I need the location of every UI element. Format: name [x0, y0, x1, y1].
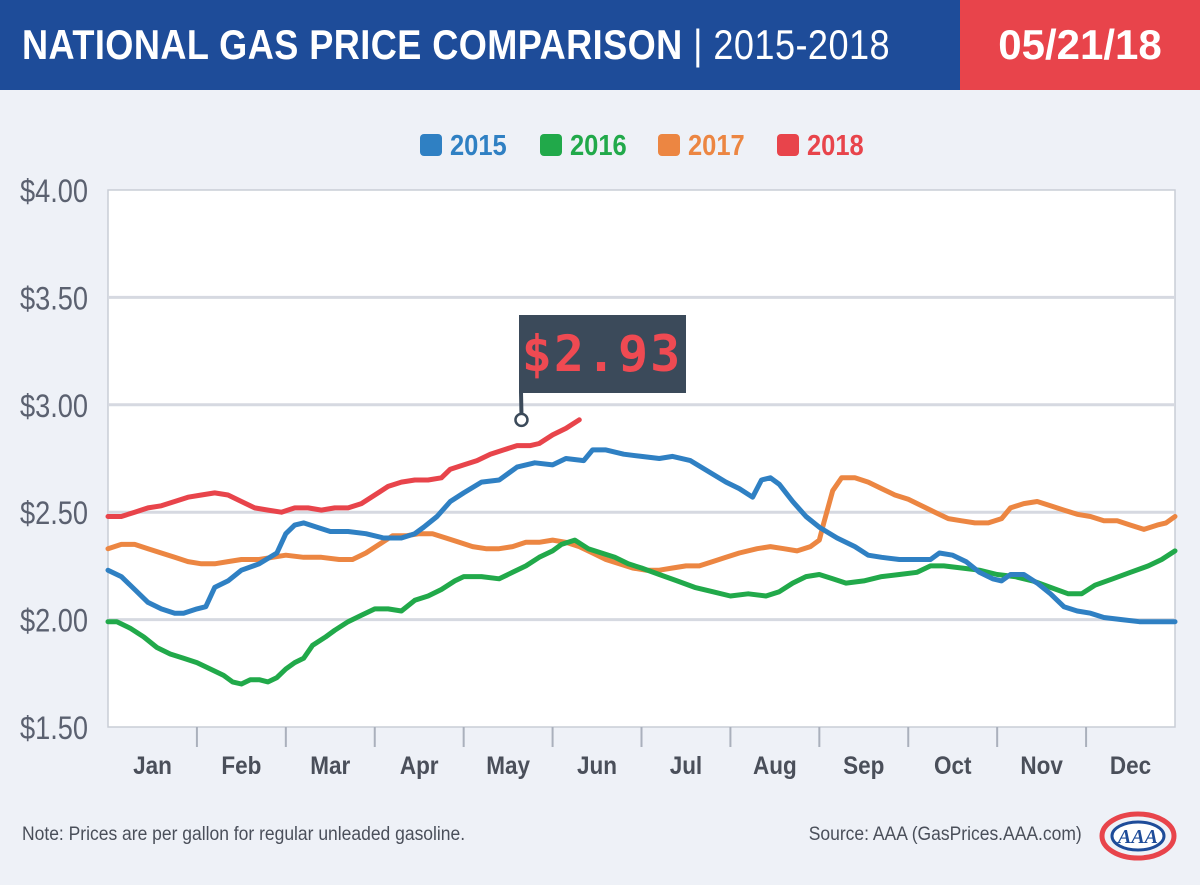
x-tick-label: Nov: [1020, 752, 1063, 780]
title-years: | 2015-2018: [682, 21, 891, 68]
aaa-logo-text: AAA: [1116, 826, 1158, 848]
header-bar: NATIONAL GAS PRICE COMPARISON | 2015-201…: [0, 0, 1200, 90]
series-line-2016: [105, 537, 1178, 687]
legend-swatch-2018: [777, 134, 799, 156]
legend-swatch-2015: [420, 134, 442, 156]
y-tick-label: $3.50: [20, 281, 88, 317]
x-tick-label: Oct: [934, 752, 972, 780]
x-tick-label: Mar: [310, 752, 350, 780]
legend-label-2017: 2017: [688, 128, 745, 161]
x-tick-label: Feb: [221, 752, 261, 780]
legend-label-2018: 2018: [807, 128, 864, 161]
source-credit: Source: AAA (GasPrices.AAA.com): [809, 824, 1082, 845]
series-layer: [105, 417, 1178, 687]
y-tick-label: $3.00: [20, 389, 88, 425]
line-chart: 2015 2016 2017 2018 $4.00 $3.50 $3.00 $2.50 $2.…: [20, 128, 1178, 780]
x-tick-label: Jun: [577, 752, 617, 780]
series-line-2015: [105, 447, 1178, 625]
footnote: Note: Prices are per gallon for regular …: [22, 824, 466, 845]
x-tick-label: Apr: [400, 752, 439, 780]
y-tick-label: $2.50: [20, 496, 88, 532]
x-tick-label: Dec: [1110, 752, 1151, 780]
y-tick-label: $4.00: [20, 174, 88, 210]
page-title: NATIONAL GAS PRICE COMPARISON | 2015-201…: [22, 0, 890, 90]
series-line-2017: [105, 475, 1178, 573]
x-tick-label: Jul: [670, 752, 702, 780]
series-line-2018: [105, 417, 582, 519]
aaa-logo-icon: AAA: [1099, 811, 1177, 861]
y-axis: $4.00 $3.50 $3.00 $2.50 $2.00 $1.50: [20, 174, 88, 747]
date-label: 05/21/18: [998, 21, 1162, 68]
x-tick-label: Sep: [843, 752, 884, 780]
x-tick-label: Aug: [753, 752, 797, 780]
y-tick-label: $1.50: [20, 711, 88, 747]
x-tick-label: Jan: [133, 752, 172, 780]
callout-marker: [514, 412, 529, 428]
legend-label-2015: 2015: [450, 128, 507, 161]
legend-swatch-2016: [540, 134, 562, 156]
y-tick-label: $2.00: [20, 604, 88, 640]
legend-label-2016: 2016: [570, 128, 627, 161]
legend-swatch-2017: [658, 134, 680, 156]
x-tick-label: May: [486, 752, 530, 780]
callout-price-label: $2.93: [522, 325, 683, 383]
callout-box: [519, 315, 686, 393]
title-main: NATIONAL GAS PRICE COMPARISON: [22, 21, 683, 68]
x-axis: Jan Feb Mar Apr May Jun Jul Aug Sep Oct Nov Dec: [133, 727, 1151, 780]
price-callout: $2.93: [514, 315, 686, 428]
date-badge: 05/21/18: [960, 0, 1200, 90]
chart-legend: 2015 2016 2017 2018: [420, 128, 864, 161]
